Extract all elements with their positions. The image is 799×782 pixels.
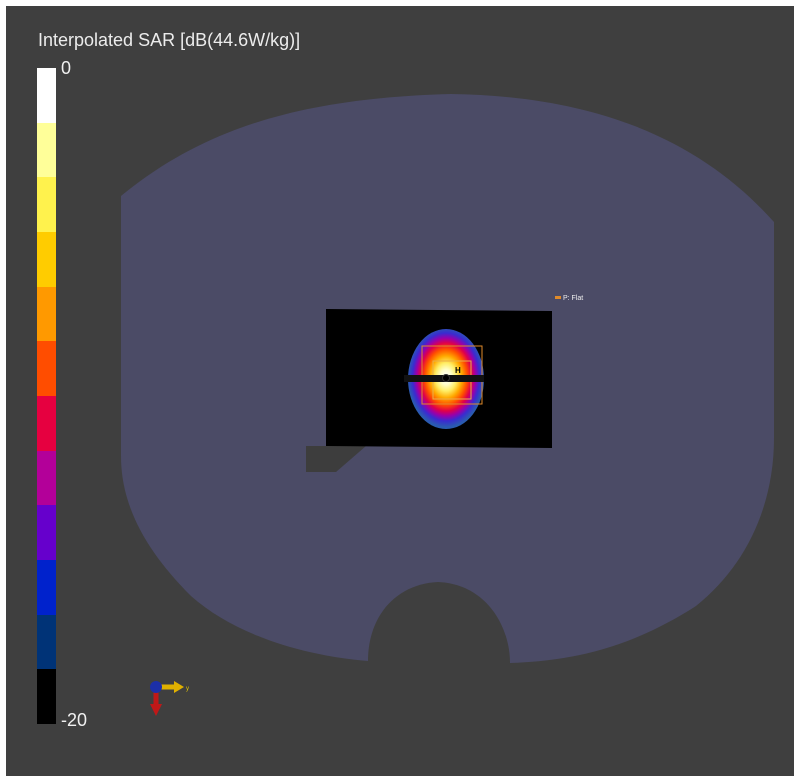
sar-scene: H P: Flat y <box>121 94 774 716</box>
peak-marker <box>442 374 450 382</box>
colorbar-min-label: -20 <box>61 710 88 730</box>
axes-gizmo[interactable]: y <box>150 681 189 716</box>
colorbar-segment <box>37 122 56 178</box>
colorbar-segment <box>37 341 56 397</box>
colorbar-segment <box>37 614 56 670</box>
probe-marker <box>555 296 561 299</box>
colorbar-segment <box>37 286 56 342</box>
colorbar-segment <box>37 505 56 561</box>
colorbar-max-label: 0 <box>61 58 72 78</box>
colorbar-segment <box>37 177 56 233</box>
colorbar-segment <box>37 68 56 123</box>
3d-viewport[interactable]: H P: Flat y Interpolated SAR [dB(44.6W/k… <box>6 6 794 776</box>
colorbar-segment <box>37 669 56 725</box>
hotspot-label: H <box>455 366 461 375</box>
colorbar-segment <box>37 232 56 287</box>
colorbar <box>37 68 56 725</box>
legend-title: Interpolated SAR [dB(44.6W/kg)] <box>38 30 301 50</box>
y-axis-label: y <box>186 686 189 692</box>
colorbar-segment <box>37 396 56 451</box>
colorbar-segment <box>37 560 56 615</box>
colorbar-segment <box>37 450 56 506</box>
probe-label: P: Flat <box>563 295 583 302</box>
plate-shadow <box>306 446 366 472</box>
